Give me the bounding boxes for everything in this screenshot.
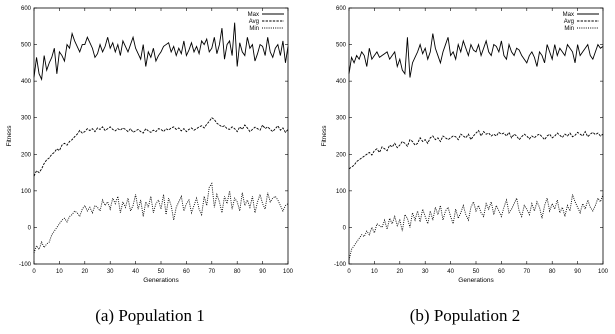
x-tick-label: 20 <box>81 269 88 275</box>
x-tick-label: 70 <box>208 269 215 275</box>
chart-population-2: 0 10 20 30 40 50 60 70 80 90 100-10001002003004005… <box>321 6 609 284</box>
y-tick-label: -100 <box>19 262 32 268</box>
legend-label-max: Max <box>248 12 259 18</box>
legend-label-min: Min <box>564 26 574 32</box>
x-tick-label: 40 <box>447 269 454 275</box>
legend-label-avg: Avg <box>249 19 259 25</box>
y-tick-label: 500 <box>336 43 347 49</box>
chart-population-1: 0 10 20 30 40 50 60 70 80 90 100-10001002003004005… <box>6 6 294 284</box>
x-tick-label: 60 <box>183 269 190 275</box>
x-tick-label: 30 <box>107 269 114 275</box>
series-line-avg <box>33 117 289 177</box>
y-tick-label: 100 <box>21 189 32 195</box>
y-axis-label: Fitness <box>321 125 328 147</box>
y-axis-label: Fitness <box>6 125 13 147</box>
x-tick-label: 80 <box>234 269 241 275</box>
caption-population-2: (b) Population 2 <box>409 306 521 325</box>
x-tick-label: 90 <box>259 269 266 275</box>
series-line-min <box>348 194 604 261</box>
y-tick-label: 300 <box>21 116 32 122</box>
plot-frame <box>348 7 604 265</box>
y-tick-label: 500 <box>21 43 32 49</box>
y-tick-label: 0 <box>343 225 347 231</box>
x-axis-label: Generations <box>458 277 494 284</box>
x-tick-label: 30 <box>422 269 429 275</box>
x-tick-label: 100 <box>598 269 609 275</box>
x-axis-label: Generations <box>143 277 179 284</box>
y-tick-label: 300 <box>336 116 347 122</box>
x-tick-label: 10 <box>56 269 63 275</box>
y-tick-label: 0 <box>28 225 32 231</box>
x-tick-label: 0 <box>32 269 36 275</box>
y-tick-label: 200 <box>21 152 32 158</box>
x-tick-label: 90 <box>574 269 581 275</box>
x-tick-label: 80 <box>549 269 556 275</box>
x-tick-label: 10 <box>371 269 378 275</box>
y-tick-label: -100 <box>334 262 347 268</box>
series-line-max <box>348 33 604 78</box>
y-tick-label: 600 <box>21 6 32 12</box>
x-tick-label: 0 <box>347 269 351 275</box>
y-tick-label: 400 <box>336 79 347 85</box>
y-tick-label: 400 <box>21 79 32 85</box>
x-tick-label: 60 <box>498 269 505 275</box>
series-line-avg <box>348 129 604 170</box>
y-tick-label: 200 <box>336 152 347 158</box>
x-tick-label: 40 <box>132 269 139 275</box>
x-tick-label: 70 <box>523 269 530 275</box>
legend-label-max: Max <box>563 12 574 18</box>
series-line-max <box>33 22 289 81</box>
x-tick-label: 20 <box>396 269 403 275</box>
caption-population-1: (a) Population 1 <box>95 306 205 325</box>
y-tick-label: 100 <box>336 189 347 195</box>
y-tick-label: 600 <box>336 6 347 12</box>
x-tick-label: 100 <box>283 269 294 275</box>
x-tick-label: 50 <box>158 269 165 275</box>
x-tick-label: 50 <box>473 269 480 275</box>
legend-label-min: Min <box>249 26 259 32</box>
series-line-min <box>33 182 289 254</box>
legend-label-avg: Avg <box>564 19 574 25</box>
